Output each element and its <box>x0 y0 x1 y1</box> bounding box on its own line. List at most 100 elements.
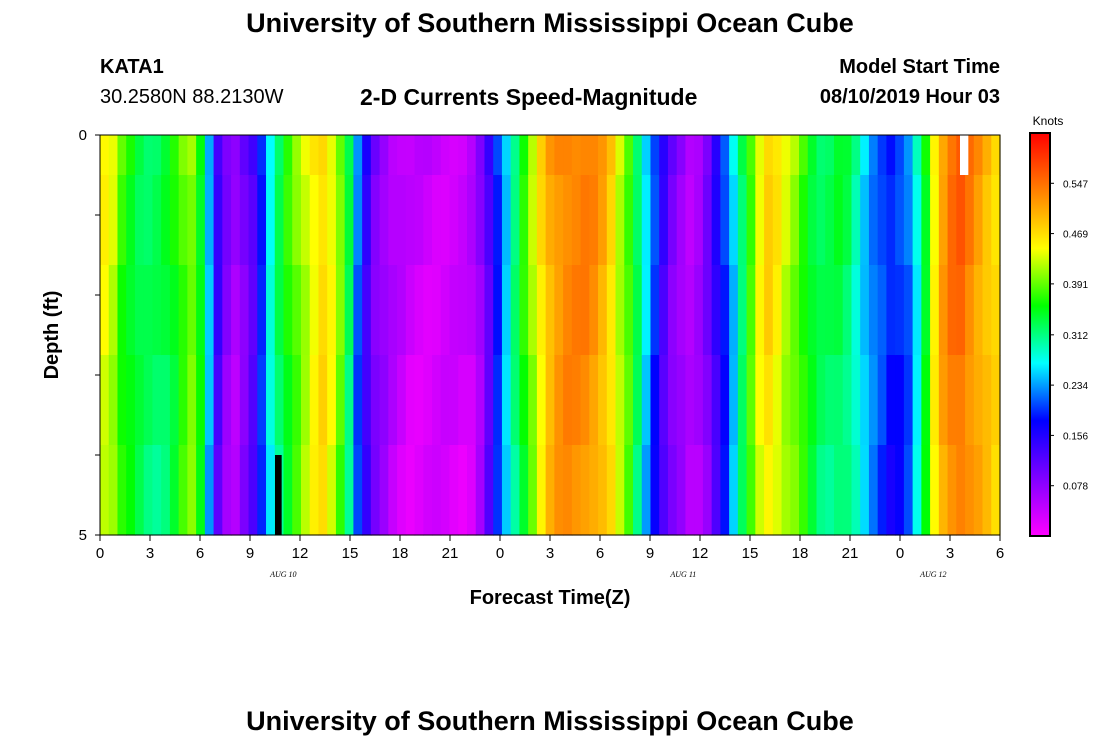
heatmap-cell <box>772 135 783 176</box>
heatmap-cell <box>204 265 215 356</box>
heatmap-cell <box>781 355 791 446</box>
heatmap-cell <box>545 265 555 356</box>
heatmap-cell <box>982 265 992 356</box>
heatmap-cell <box>965 265 975 356</box>
heatmap-cell <box>528 445 538 536</box>
heatmap-cell <box>755 265 765 356</box>
heatmap-cell <box>921 175 931 266</box>
heatmap-cell <box>694 265 704 356</box>
heatmap-cell <box>204 175 215 266</box>
heatmap-cell <box>370 445 381 536</box>
heatmap-cell <box>764 265 774 356</box>
heatmap-cell <box>475 135 486 176</box>
heatmap-cell <box>161 175 171 266</box>
heatmap-cell <box>624 355 634 446</box>
x-tick-label: 21 <box>442 545 459 562</box>
heatmap-cell <box>886 175 896 266</box>
y-axis-title: Depth (ft) <box>41 291 63 380</box>
heatmap-cell <box>633 265 643 356</box>
heatmap-cell <box>685 355 695 446</box>
heatmap-cell <box>309 445 320 536</box>
heatmap-cell <box>134 135 145 176</box>
x-tick-label: 0 <box>496 545 504 562</box>
heatmap-cell <box>589 265 599 356</box>
heatmap-cell <box>405 355 416 446</box>
heatmap-cell <box>248 265 258 356</box>
heatmap-cell <box>982 445 992 536</box>
heatmap-cell <box>746 135 756 176</box>
heatmap-cell <box>134 355 145 446</box>
heatmap-cell <box>510 445 521 536</box>
heatmap-cell <box>169 445 180 536</box>
heatmap-cell <box>475 265 486 356</box>
heatmap-cell <box>152 265 162 356</box>
heatmap-cell <box>912 355 922 446</box>
heatmap-cell <box>860 355 870 446</box>
heatmap-cell <box>528 265 538 356</box>
heatmap-cell <box>868 175 879 266</box>
heatmap-cell <box>877 175 888 266</box>
heatmap-cell <box>335 175 346 266</box>
heatmap-cell <box>388 445 398 536</box>
heatmap-cell <box>292 135 302 176</box>
heatmap-cell <box>667 265 678 356</box>
heatmap-cell <box>973 175 984 266</box>
heatmap-cell <box>860 265 870 356</box>
heatmap-cell <box>938 445 949 536</box>
heatmap-cell <box>143 355 154 446</box>
heatmap-cell <box>196 355 206 446</box>
heatmap-cell <box>799 355 809 446</box>
heatmap-cell <box>379 355 389 446</box>
heatmap-cell <box>676 355 687 446</box>
heatmap-cell <box>362 175 372 266</box>
heatmap-cell <box>493 355 503 446</box>
heatmap-cell <box>318 355 328 446</box>
heatmap-cell <box>956 355 966 446</box>
heatmap-cell <box>274 265 285 356</box>
heatmap-cell <box>327 175 337 266</box>
heatmap-cell <box>388 175 398 266</box>
heatmap-cell <box>274 175 285 266</box>
x-tick-label: 3 <box>146 545 154 562</box>
heatmap-cell <box>414 445 424 536</box>
heatmap-cell <box>126 135 136 176</box>
heatmap-cell <box>292 445 302 536</box>
heatmap-cell <box>536 135 547 176</box>
heatmap-cell <box>930 175 940 266</box>
heatmap-cell <box>283 135 293 176</box>
heatmap-cell <box>187 135 197 176</box>
heatmap-cell <box>737 175 748 266</box>
heatmap-cell <box>886 355 896 446</box>
heatmap-cell <box>362 135 372 176</box>
heatmap-cell <box>335 265 346 356</box>
heatmap-cell <box>545 175 555 266</box>
footer-title: University of Southern Mississippi Ocean… <box>246 706 854 736</box>
heatmap-cell <box>973 355 984 446</box>
heatmap-cell <box>204 445 215 536</box>
heatmap-cell <box>921 355 931 446</box>
heatmap-cell <box>720 175 730 266</box>
heatmap-cell <box>222 445 232 536</box>
heatmap-cell <box>825 265 835 356</box>
heatmap-cell <box>589 355 599 446</box>
heatmap-cell <box>833 135 844 176</box>
heatmap-cell <box>799 135 809 176</box>
heatmap-cell <box>108 265 119 356</box>
y-tick-label: 0 <box>79 127 87 144</box>
heatmap-cell <box>842 135 853 176</box>
heatmap-cell <box>196 445 206 536</box>
heatmap-cell <box>790 175 800 266</box>
heatmap-cell <box>388 355 398 446</box>
heatmap-cell <box>650 265 660 356</box>
heatmap-cell <box>134 265 145 356</box>
heatmap-cell <box>536 355 547 446</box>
x-tick-label: 9 <box>646 545 654 562</box>
heatmap-cell <box>606 175 617 266</box>
heatmap-cell <box>842 265 853 356</box>
y-axis: 05 <box>79 127 101 544</box>
colorbar-tick-label: 0.312 <box>1063 331 1088 342</box>
heatmap-cell <box>117 175 127 266</box>
x-tick-label: 21 <box>842 545 859 562</box>
heatmap-cell <box>344 135 354 176</box>
heatmap-cell <box>169 355 180 446</box>
